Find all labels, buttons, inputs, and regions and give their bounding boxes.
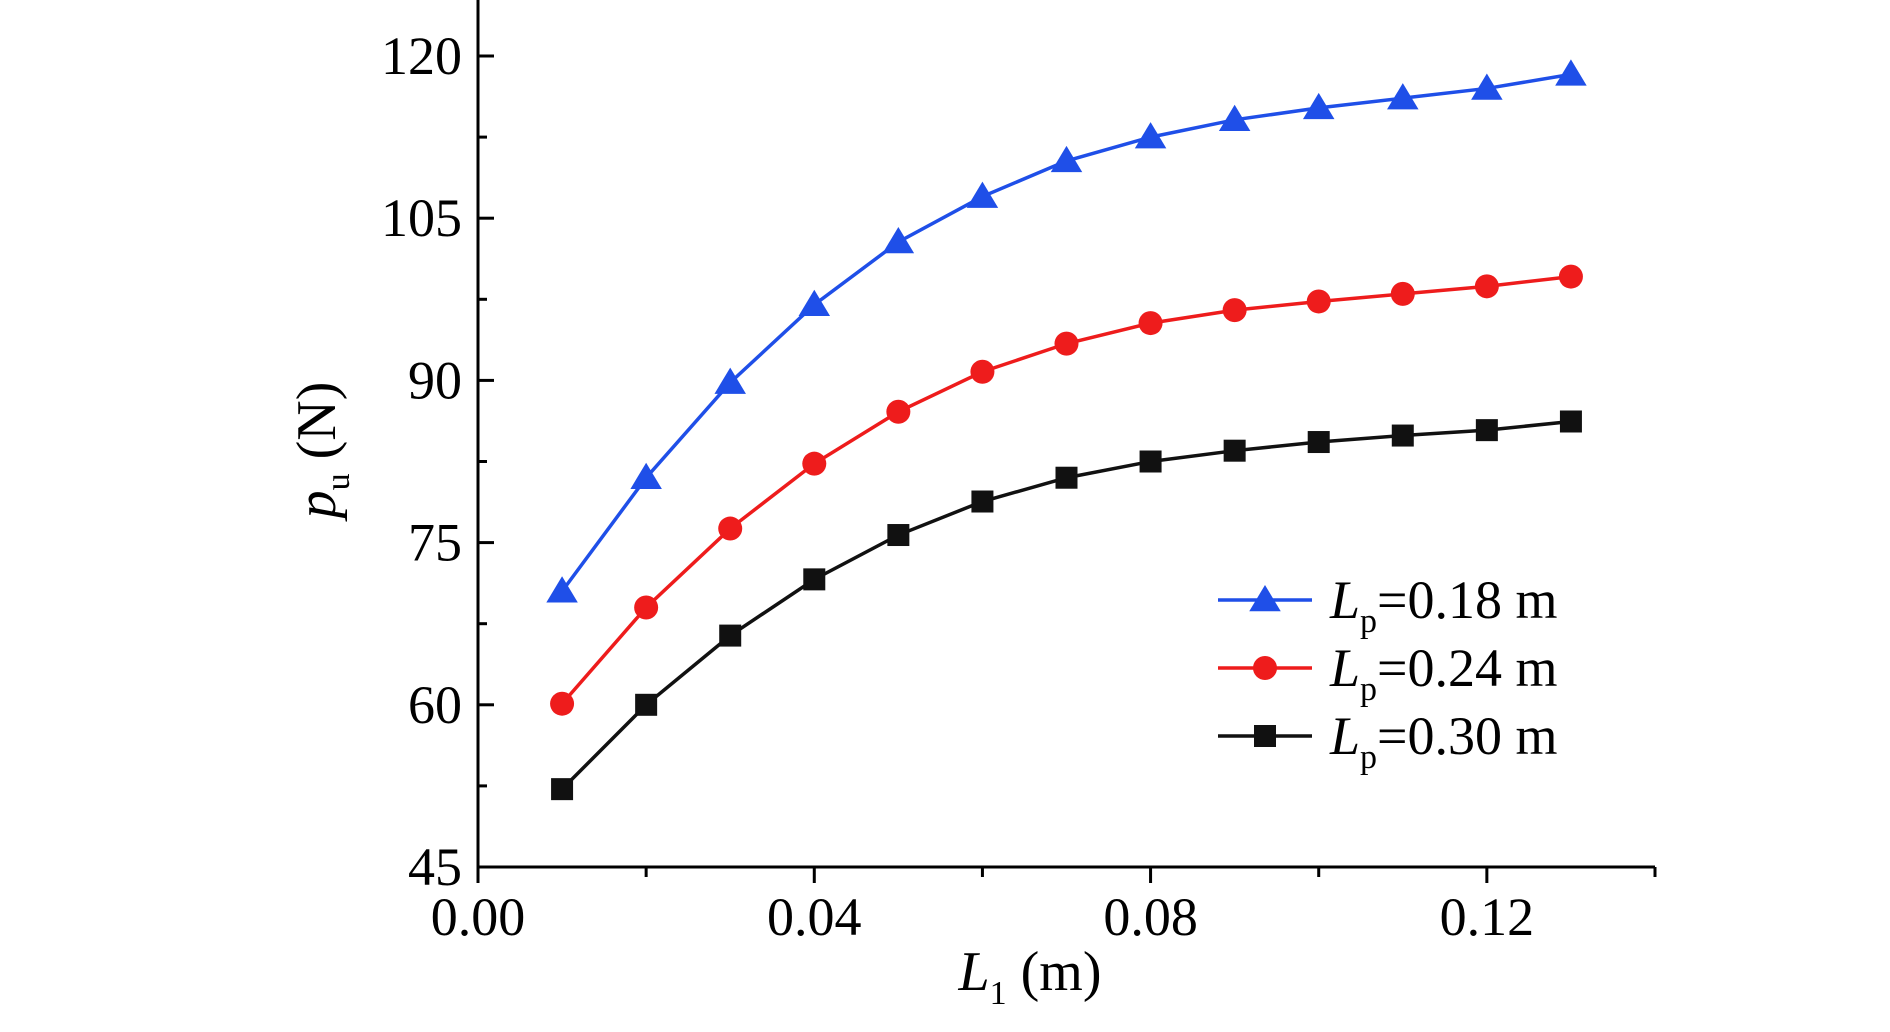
legend-marker bbox=[1249, 585, 1281, 612]
data-point bbox=[1391, 424, 1414, 447]
x-axis-title: L1 (m) bbox=[957, 941, 1101, 1012]
y-tick-label: 60 bbox=[408, 675, 462, 735]
data-point bbox=[1387, 83, 1419, 110]
legend: Lp=0.18 mLp=0.24 mLp=0.30 m bbox=[1218, 570, 1558, 776]
data-point bbox=[966, 181, 999, 208]
y-tick-label: 45 bbox=[408, 837, 462, 897]
x-tick-label: 0.12 bbox=[1440, 887, 1535, 947]
data-point bbox=[1471, 73, 1503, 100]
series-2 bbox=[550, 264, 1583, 716]
data-point bbox=[1055, 466, 1078, 489]
data-point bbox=[718, 516, 743, 541]
data-point bbox=[970, 359, 995, 384]
axes: 45 60 75 90 105 120 0.00 0.04 0.08 0.12 L1 (m) pu (… bbox=[286, 0, 1657, 1012]
data-point bbox=[886, 399, 911, 424]
data-point bbox=[971, 490, 994, 513]
data-point bbox=[550, 691, 575, 716]
data-point bbox=[1054, 331, 1079, 356]
data-point bbox=[1223, 439, 1246, 462]
data-point bbox=[551, 778, 574, 801]
y-tick-label: 75 bbox=[408, 513, 462, 573]
data-point bbox=[635, 693, 658, 716]
data-point bbox=[1218, 104, 1251, 132]
series-3 bbox=[551, 410, 1582, 801]
data-point bbox=[887, 524, 910, 547]
y-tick-label: 120 bbox=[381, 26, 462, 86]
y-tick-label: 90 bbox=[408, 350, 462, 410]
legend-label: Lp=0.18 m bbox=[1329, 570, 1558, 640]
data-point bbox=[1222, 298, 1247, 323]
y-tick-label: 105 bbox=[381, 188, 462, 248]
legend-item: Lp=0.30 m bbox=[1218, 706, 1558, 776]
legend-marker bbox=[1254, 725, 1276, 747]
data-point bbox=[882, 226, 915, 254]
data-point bbox=[1558, 264, 1583, 289]
legend-item: Lp=0.18 m bbox=[1218, 570, 1558, 640]
data-point bbox=[1306, 289, 1331, 314]
x-tick-label: 0.08 bbox=[1103, 887, 1198, 947]
x-tick-label: 0.00 bbox=[431, 887, 526, 947]
data-point bbox=[1139, 450, 1162, 473]
data-point bbox=[1474, 274, 1499, 299]
series-1 bbox=[546, 59, 1587, 603]
data-point bbox=[1390, 281, 1415, 306]
y-axis-title: pu (N) bbox=[286, 382, 357, 523]
data-point bbox=[1138, 311, 1163, 336]
data-point bbox=[1302, 92, 1335, 120]
legend-label: Lp=0.24 m bbox=[1329, 638, 1558, 708]
data-point bbox=[714, 367, 746, 394]
data-point bbox=[1134, 122, 1167, 149]
x-tick-label: 0.04 bbox=[767, 887, 862, 947]
data-point bbox=[1559, 410, 1582, 433]
data-point bbox=[798, 289, 831, 316]
legend-label: Lp=0.30 m bbox=[1329, 706, 1558, 776]
data-point bbox=[1555, 59, 1587, 86]
legend-marker bbox=[1253, 656, 1277, 680]
data-point bbox=[803, 568, 826, 591]
data-point bbox=[546, 576, 578, 603]
data-point bbox=[630, 462, 662, 489]
series-group bbox=[546, 59, 1587, 801]
data-point bbox=[719, 624, 742, 647]
data-point bbox=[634, 595, 659, 620]
data-point bbox=[1475, 419, 1498, 442]
legend-item: Lp=0.24 m bbox=[1218, 638, 1558, 708]
data-point bbox=[1050, 145, 1083, 173]
data-point bbox=[802, 451, 827, 476]
data-point bbox=[1307, 431, 1330, 454]
